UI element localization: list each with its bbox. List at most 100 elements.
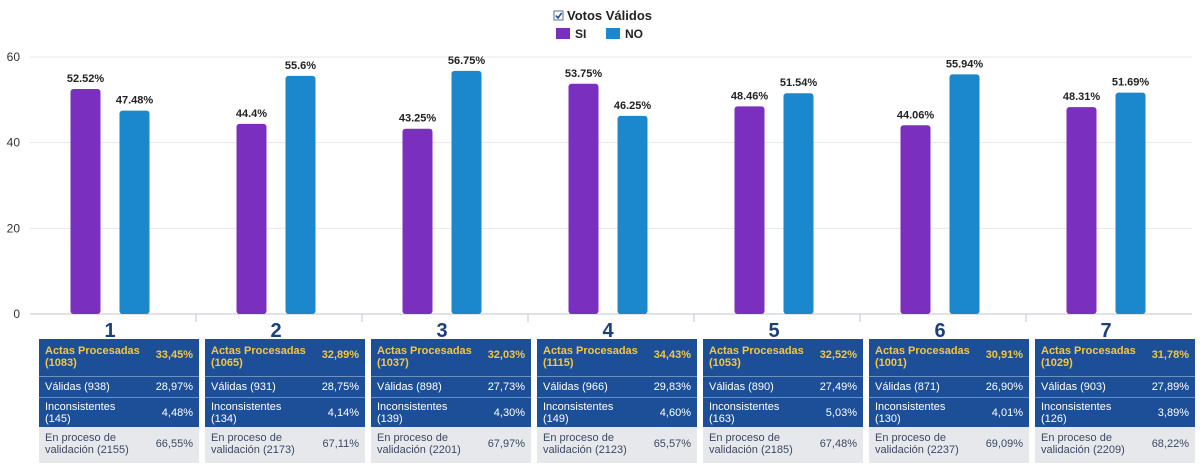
en-proceso-pct: 65,57% xyxy=(653,438,691,450)
legend-label-no[interactable]: NO xyxy=(625,27,643,41)
bar-no-2[interactable] xyxy=(285,75,316,314)
data-label-si-5: 48.46% xyxy=(731,90,769,102)
y-tick-label: 20 xyxy=(7,221,21,235)
inconsistentes-label: Inconsistentes (149) xyxy=(543,401,614,425)
validas-row: Válidas (903) 27,89% xyxy=(1035,376,1195,397)
inconsistentes-pct: 5,03% xyxy=(825,407,857,419)
actas-label: Actas Procesadas (1029) xyxy=(1041,345,1136,369)
validas-label: Válidas (890) xyxy=(709,381,774,393)
validas-label: Válidas (898) xyxy=(377,381,442,393)
en-proceso-label: En proceso de validación (2185) xyxy=(709,432,793,456)
bar-si-6[interactable] xyxy=(900,125,931,314)
en-proceso-row: En proceso de validación (2201) 67,97% xyxy=(371,427,531,463)
bar-si-2[interactable] xyxy=(236,123,267,314)
stats-table-2: Actas Procesadas (1065) 32,89% Válidas (9… xyxy=(205,339,365,467)
data-label-no-1: 47.48% xyxy=(116,95,154,107)
actas-procesadas-row: Actas Procesadas (1115) 34,43% xyxy=(537,339,697,376)
bar-si-5[interactable] xyxy=(734,106,765,315)
inconsistentes-row: Inconsistentes (139) 4,30% xyxy=(371,397,531,427)
inconsistentes-pct: 3,89% xyxy=(1157,407,1189,419)
gridlines xyxy=(30,56,1192,315)
actas-pct: 30,91% xyxy=(985,349,1023,361)
en-proceso-row: En proceso de validación (2155) 66,55% xyxy=(39,427,199,463)
actas-label: Actas Procesadas (1001) xyxy=(875,345,970,369)
bar-chart: Votos Válidos SI NO 0 20 40 60 52.52% 47.48%… xyxy=(7,8,1192,340)
validas-row: Válidas (931) 28,75% xyxy=(205,376,365,397)
stats-table-1: Actas Procesadas (1083) 33,45% Válidas (9… xyxy=(39,339,199,467)
stats-table-5: Actas Procesadas (1053) 32,52% Válidas (8… xyxy=(703,339,863,467)
stats-tables: Actas Procesadas (1083) 33,45% Válidas (9… xyxy=(35,339,1198,467)
inconsistentes-row: Inconsistentes (163) 5,03% xyxy=(703,397,863,427)
validas-row: Válidas (890) 27,49% xyxy=(703,376,863,397)
bar-si-7[interactable] xyxy=(1066,107,1097,314)
actas-pct: 32,03% xyxy=(487,349,525,361)
en-proceso-pct: 69,09% xyxy=(985,438,1023,450)
stats-table-7: Actas Procesadas (1029) 31,78% Válidas (9… xyxy=(1035,339,1195,467)
en-proceso-row: En proceso de validación (2209) 68,22% xyxy=(1035,427,1195,463)
actas-pct: 32,89% xyxy=(321,349,359,361)
validas-pct: 27,89% xyxy=(1151,381,1189,393)
data-label-si-2: 44.4% xyxy=(236,108,267,120)
bar-si-4[interactable] xyxy=(568,83,599,314)
bar-no-1[interactable] xyxy=(119,110,150,314)
en-proceso-label: En proceso de validación (2201) xyxy=(377,432,461,456)
validas-row: Válidas (938) 28,97% xyxy=(39,376,199,397)
inconsistentes-label: Inconsistentes (130) xyxy=(875,401,946,425)
bar-si-1[interactable] xyxy=(70,89,101,314)
actas-pct: 32,52% xyxy=(819,349,857,361)
actas-procesadas-row: Actas Procesadas (1029) 31,78% xyxy=(1035,339,1195,376)
data-label-no-3: 56.75% xyxy=(448,55,486,67)
inconsistentes-pct: 4,01% xyxy=(991,407,1023,419)
x-tick-label-6: 6 xyxy=(934,320,945,340)
actas-procesadas-row: Actas Procesadas (1065) 32,89% xyxy=(205,339,365,376)
en-proceso-row: En proceso de validación (2185) 67,48% xyxy=(703,427,863,463)
inconsistentes-row: Inconsistentes (145) 4,48% xyxy=(39,397,199,427)
actas-pct: 34,43% xyxy=(653,349,691,361)
legend-swatch-no xyxy=(606,28,620,39)
en-proceso-row: En proceso de validación (2173) 67,11% xyxy=(205,427,365,463)
legend-checkbox[interactable] xyxy=(553,10,564,21)
data-label-si-6: 44.06% xyxy=(897,109,935,121)
actas-label: Actas Procesadas (1065) xyxy=(211,345,306,369)
validas-pct: 29,83% xyxy=(653,381,691,393)
stats-table-6: Actas Procesadas (1001) 30,91% Válidas (8… xyxy=(869,339,1029,467)
legend-label-si[interactable]: SI xyxy=(575,27,586,41)
validas-pct: 28,97% xyxy=(155,381,193,393)
en-proceso-pct: 68,22% xyxy=(1151,438,1189,450)
bar-si-3[interactable] xyxy=(402,128,433,314)
data-label-si-7: 48.31% xyxy=(1063,91,1101,103)
inconsistentes-label: Inconsistentes (139) xyxy=(377,401,448,425)
stats-table-4: Actas Procesadas (1115) 34,43% Válidas (9… xyxy=(537,339,697,467)
en-proceso-label: En proceso de validación (2209) xyxy=(1041,432,1125,456)
bar-no-6[interactable] xyxy=(949,74,980,314)
en-proceso-row: En proceso de validación (2237) 69,09% xyxy=(869,427,1029,463)
x-tick-label-7: 7 xyxy=(1100,320,1111,340)
x-axis: 1 2 3 4 5 6 7 xyxy=(104,314,1112,340)
inconsistentes-label: Inconsistentes (145) xyxy=(45,401,116,425)
en-proceso-pct: 66,55% xyxy=(155,438,193,450)
y-axis: 0 20 40 60 xyxy=(7,50,21,321)
bar-no-3[interactable] xyxy=(451,70,482,314)
actas-label: Actas Procesadas (1037) xyxy=(377,345,472,369)
y-tick-label: 40 xyxy=(7,136,21,150)
validas-pct: 27,49% xyxy=(819,381,857,393)
bar-no-7[interactable] xyxy=(1115,92,1146,314)
validas-row: Válidas (871) 26,90% xyxy=(869,376,1029,397)
en-proceso-pct: 67,48% xyxy=(819,438,857,450)
inconsistentes-row: Inconsistentes (126) 3,89% xyxy=(1035,397,1195,427)
x-tick-label-1: 1 xyxy=(104,320,115,340)
en-proceso-row: En proceso de validación (2123) 65,57% xyxy=(537,427,697,463)
actas-label: Actas Procesadas (1083) xyxy=(45,345,140,369)
bar-no-5[interactable] xyxy=(783,93,814,314)
validas-label: Válidas (938) xyxy=(45,381,110,393)
data-label-si-3: 43.25% xyxy=(399,113,437,125)
validas-pct: 26,90% xyxy=(985,381,1023,393)
bar-no-4[interactable] xyxy=(617,115,648,314)
y-tick-label: 60 xyxy=(7,50,21,64)
legend-title: Votos Válidos xyxy=(567,8,652,23)
legend[interactable]: Votos Válidos SI NO xyxy=(553,8,652,41)
validas-label: Válidas (903) xyxy=(1041,381,1106,393)
data-labels: 52.52% 47.48% 44.4% 55.6% 43.25% 56.75% 53.75%… xyxy=(67,55,1150,125)
validas-label: Válidas (966) xyxy=(543,381,608,393)
en-proceso-label: En proceso de validación (2123) xyxy=(543,432,627,456)
